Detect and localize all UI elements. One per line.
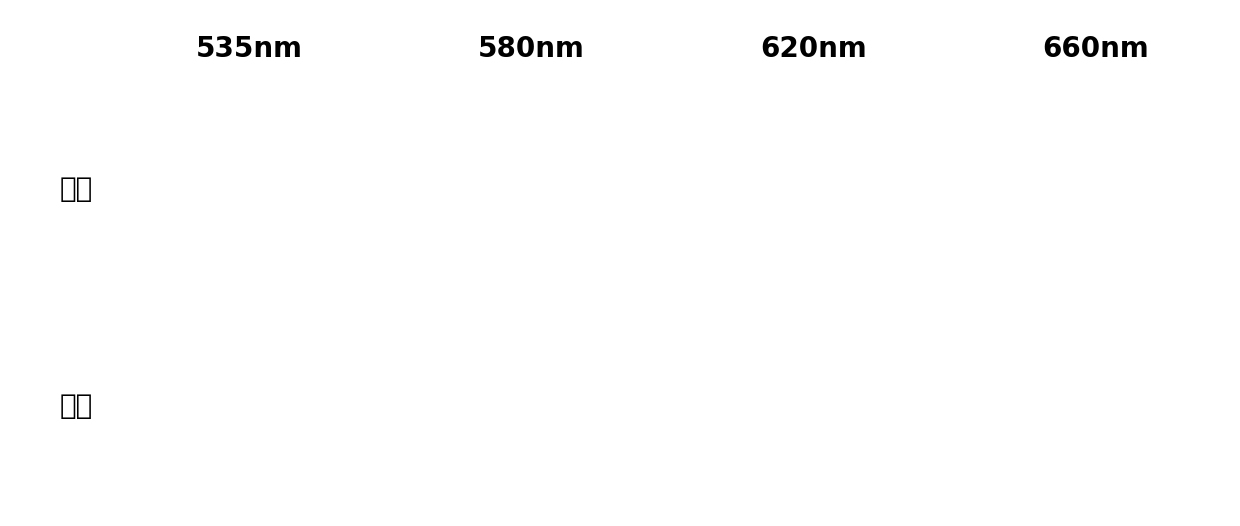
Ellipse shape — [825, 162, 831, 165]
Text: 660nm: 660nm — [1043, 35, 1149, 63]
Ellipse shape — [528, 350, 534, 353]
Ellipse shape — [810, 372, 817, 377]
Ellipse shape — [241, 114, 247, 117]
Ellipse shape — [543, 149, 548, 153]
Ellipse shape — [529, 213, 533, 215]
Ellipse shape — [487, 358, 494, 362]
Text: 580nm: 580nm — [479, 35, 585, 63]
Ellipse shape — [242, 126, 257, 134]
Ellipse shape — [818, 184, 821, 185]
Text: 离体: 离体 — [60, 392, 93, 420]
Ellipse shape — [810, 435, 817, 439]
Ellipse shape — [247, 348, 252, 351]
Ellipse shape — [218, 220, 224, 224]
Ellipse shape — [177, 166, 184, 169]
Ellipse shape — [281, 163, 289, 168]
Ellipse shape — [205, 356, 212, 360]
Ellipse shape — [839, 175, 843, 177]
Ellipse shape — [258, 210, 263, 213]
Ellipse shape — [506, 373, 512, 376]
Ellipse shape — [260, 373, 265, 376]
Ellipse shape — [807, 208, 810, 210]
Ellipse shape — [549, 163, 553, 165]
Text: 在体: 在体 — [60, 175, 93, 203]
Ellipse shape — [496, 388, 501, 391]
Ellipse shape — [213, 375, 219, 378]
Text: 620nm: 620nm — [760, 35, 867, 63]
Ellipse shape — [275, 187, 279, 190]
Ellipse shape — [265, 140, 277, 145]
Ellipse shape — [501, 446, 506, 449]
Ellipse shape — [796, 383, 804, 387]
Ellipse shape — [232, 362, 238, 366]
Ellipse shape — [192, 396, 196, 399]
Ellipse shape — [186, 191, 191, 194]
Ellipse shape — [203, 203, 212, 207]
Ellipse shape — [224, 386, 229, 388]
Ellipse shape — [219, 459, 224, 461]
Text: 535nm: 535nm — [196, 35, 303, 63]
